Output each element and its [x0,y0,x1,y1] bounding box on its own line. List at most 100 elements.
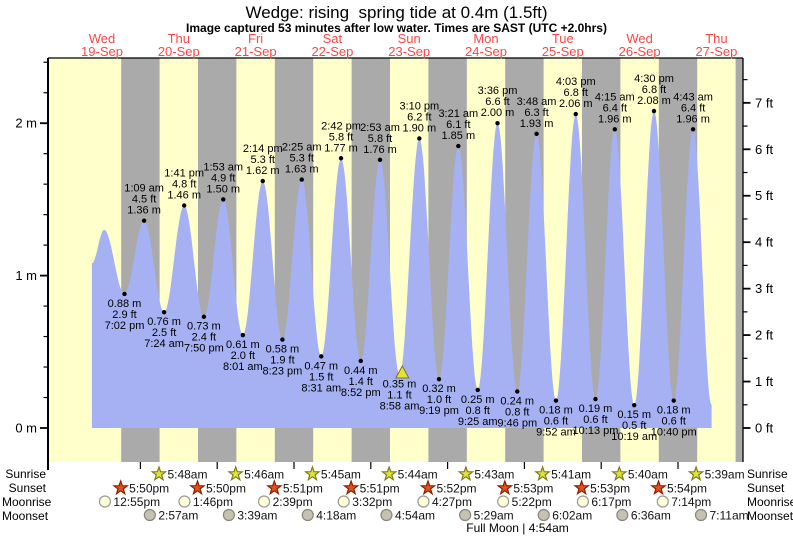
sunset-star [650,479,667,496]
day-label: Fri 21-Sep [235,31,277,59]
tide-high-annotation: 2:53 am 5.8 ft 1.76 m [360,122,400,156]
day-label: Wed 26-Sep [619,31,661,59]
sunset-time: 5:53pm [590,482,630,496]
tide-event-dot [515,389,520,394]
tide-high-annotation: 2:14 pm 5.3 ft 1.62 m [243,143,283,177]
sunrise-time: 5:40am [628,468,668,482]
moonset-time: 4:54am [395,509,435,523]
sunrise-star [227,465,245,482]
sunset-label-right: Sunset [747,481,785,495]
right-axis-tick-label: 1 ft [755,374,773,389]
moonrise-circle [178,495,191,508]
sunrise-time: 5:41am [551,468,591,482]
day-label: Sun 23-Sep [388,31,430,59]
moonrise-circle [576,495,590,508]
day-label: Sat 22-Sep [311,31,353,59]
tide-low-annotation: 0.18 m 0.6 ft 10:40 pm [651,405,697,439]
moonset-circle [222,508,235,522]
tide-event-dot [122,291,127,297]
tide-event-dot [671,398,676,403]
sunset-time: 5:51pm [360,482,400,496]
tide-low-annotation: 0.61 m 2.0 ft 8:01 am [223,339,263,373]
tide-high-annotation: 4:15 am 6.4 ft 1.96 m [595,91,635,125]
tide-event-dot [593,396,598,402]
tide-high-annotation: 3:10 pm 6.2 ft 1.90 m [399,100,439,134]
sunrise-star [610,465,628,482]
tide-high-annotation: 3:21 am 6.1 ft 1.85 m [438,108,478,142]
day-label: Tue 25-Sep [542,31,584,59]
tide-event-dot [553,398,559,403]
moonrise-time: 1:46pm [193,495,233,509]
tide-event-dot [651,108,657,114]
tide-high-annotation: 1:09 am 4.5 ft 1.36 m [124,183,164,217]
sunrise-time: 5:48am [167,468,207,482]
tide-event-dot [612,127,617,132]
moonset-time: 6:02am [552,509,592,523]
tide-high-annotation: 2:42 pm 5.8 ft 1.77 m [321,120,361,154]
tide-high-annotation: 2:25 am 5.3 ft 1.63 m [282,142,322,176]
tide-high-annotation: 4:43 am 6.4 ft 1.96 m [673,91,713,125]
left-axis-tick-label: 1 m [15,268,37,283]
right-axis-tick-label: 5 ft [755,188,773,203]
tide-low-annotation: 0.58 m 1.9 ft 8:23 pm [263,344,303,378]
sunrise-time: 5:39am [705,468,745,482]
sunset-time: 5:53pm [513,482,553,496]
moonset-circle [616,508,629,522]
tide-event-dot [240,332,246,338]
moonrise-circle [497,495,510,508]
moonset-time: 2:57am [158,509,198,523]
tide-low-annotation: 0.44 m 1.4 ft 8:52 pm [341,365,381,399]
tide-event-dot [573,111,578,117]
sunset-time: 5:52pm [436,482,476,496]
moonrise-circle [656,495,669,508]
tide-high-annotation: 1:53 am 4.9 ft 1.50 m [203,161,243,195]
tide-event-dot [319,354,324,359]
full-moon-note: Full Moon | 4:54am [466,521,569,535]
sunrise-star [687,465,705,482]
tide-high-annotation: 4:03 pm 6.8 ft 2.06 m [556,76,596,110]
sunset-star [496,479,514,496]
tide-low-annotation: 0.24 m 0.8 ft 9:46 pm [497,395,537,429]
tide-low-annotation: 0.32 m 1.0 ft 9:19 pm [419,383,459,417]
tide-event-dot [417,136,422,141]
sunrise-time: 5:45am [321,468,361,482]
sunset-star [419,479,437,496]
sunset-star [112,479,130,496]
right-axis-tick-label: 7 ft [755,95,773,110]
tide-event-dot [456,143,461,149]
tide-low-annotation: 0.76 m 2.5 ft 7:24 am [144,316,184,350]
moonrise-circle [337,495,350,508]
moonrise-time: 12:55pm [113,495,160,509]
tide-high-annotation: 3:36 pm 6.6 ft 2.00 m [478,85,518,119]
tide-low-annotation: 0.19 m 0.6 ft 10:13 pm [573,403,619,437]
tide-low-annotation: 0.88 m 2.9 ft 7:02 pm [105,298,145,332]
tide-event-dot [221,197,226,202]
sunrise-star [303,465,321,482]
moonrise-label-left: Moonrise [2,495,52,509]
right-axis-tick-label: 0 ft [755,421,773,436]
moonrise-label-right: Moonrise [747,495,793,509]
moonset-circle [301,508,314,522]
night-band [735,58,743,462]
sunset-star [189,479,206,496]
right-axis-tick-label: 3 ft [755,281,773,296]
day-label: Wed 19-Sep [81,31,123,59]
sunset-time: 5:50pm [206,482,246,496]
tide-event-dot [141,218,147,223]
tide-curve [91,111,712,428]
moonset-time: 3:39am [237,509,277,523]
moonrise-circle [417,495,430,508]
tide-event-dot [377,157,383,162]
tide-low-annotation: 0.15 m 0.5 ft 10:19 am [611,409,657,443]
left-axis-tick-label: 0 m [15,421,37,436]
sunrise-time: 5:43am [474,468,514,482]
sunrise-star [534,465,551,482]
tide-low-annotation: 0.35 m 1.1 ft 8:58 am [380,379,420,413]
sunrise-label-right: Sunrise [747,467,788,481]
sunset-time: 5:51pm [283,482,323,496]
sunset-time: 5:50pm [129,482,169,496]
tide-high-annotation: 3:48 am 6.3 ft 1.93 m [517,96,557,130]
tide-event-dot [534,131,539,137]
tide-low-annotation: 0.73 m 2.4 ft 7:50 pm [184,321,224,355]
